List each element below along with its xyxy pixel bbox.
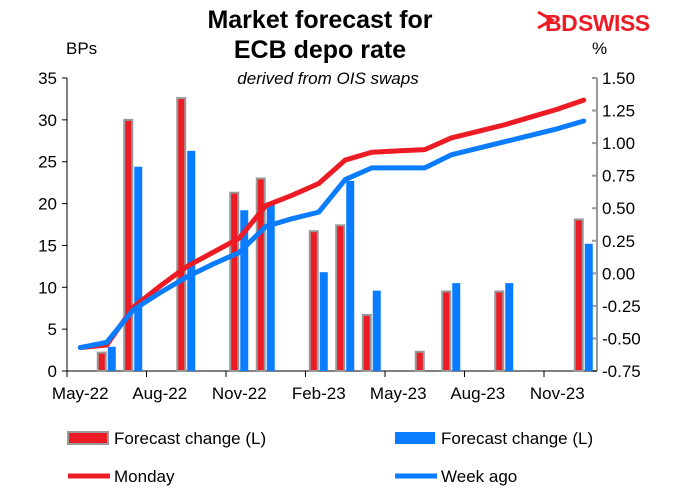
right-tick-label: 1.50 — [602, 69, 635, 88]
line-monday — [77, 97, 587, 351]
bar-blue — [584, 243, 593, 371]
right-tick-label: 0.50 — [602, 199, 635, 218]
left-tick-label: 10 — [38, 278, 57, 297]
bar-red — [573, 218, 584, 372]
bar-blue — [240, 210, 249, 371]
bar-red — [441, 290, 452, 373]
line-week-ago — [77, 118, 587, 351]
left-tick-label: 25 — [38, 153, 57, 172]
bar-blue — [107, 346, 116, 371]
bar-blue — [452, 283, 461, 371]
x-tick-label: May-23 — [370, 384, 427, 403]
legend-label: Forecast change (L) — [441, 429, 593, 448]
legend-label: Week ago — [441, 467, 517, 486]
bar-red — [123, 118, 134, 372]
left-tick-label: 5 — [48, 320, 57, 339]
left-tick-label: 15 — [38, 236, 57, 255]
right-tick-label: 1.00 — [602, 134, 635, 153]
svg-text:BD: BD — [545, 10, 577, 36]
left-tick-label: 35 — [38, 69, 57, 88]
left-axis-label: BPs — [66, 39, 97, 58]
bar-red — [414, 350, 425, 373]
bar-blue — [372, 290, 381, 371]
right-tick-label: -0.75 — [602, 362, 641, 381]
chart-subtitle: derived from OIS swaps — [237, 69, 419, 88]
svg-text:SWISS: SWISS — [578, 10, 650, 36]
x-tick-label: Aug-22 — [132, 384, 187, 403]
x-tick-label: May-22 — [52, 384, 109, 403]
legend-label: Forecast change (L) — [114, 429, 266, 448]
bar-blue — [505, 283, 514, 371]
x-tick-label: Aug-23 — [450, 384, 505, 403]
bar-blue — [134, 166, 143, 371]
bar-red — [176, 97, 187, 372]
right-tick-label: -0.25 — [602, 297, 641, 316]
logo-chevron-icon — [537, 10, 556, 30]
bar-red — [308, 230, 319, 372]
chart-title-line2: ECB depo rate — [234, 36, 406, 64]
left-tick-label: 0 — [48, 362, 57, 381]
legend: Forecast change (L) Forecast change (L) Mo… — [67, 429, 593, 486]
right-axis-label: % — [592, 39, 607, 58]
bar-red — [494, 290, 505, 373]
bar-red — [96, 351, 107, 372]
legend-swatch — [395, 432, 435, 444]
right-tick-label: 1.25 — [602, 102, 635, 121]
left-tick-label: 30 — [38, 111, 57, 130]
x-tick-label: Nov-23 — [530, 384, 585, 403]
bar-blue — [187, 150, 196, 371]
bar-red — [255, 177, 266, 372]
left-tick-label: 20 — [38, 195, 57, 214]
bdswiss-logo: BD SWISS — [537, 10, 650, 36]
legend-swatch — [67, 431, 109, 445]
right-tick-label: 0.75 — [602, 167, 635, 186]
right-tick-label: -0.50 — [602, 329, 641, 348]
bar-red — [229, 191, 240, 372]
x-tick-label: Nov-22 — [212, 384, 267, 403]
chart-title-line1: Market forecast for — [207, 6, 432, 34]
legend-label: Monday — [114, 467, 175, 486]
bar-blue — [346, 180, 355, 371]
bar-blue — [319, 272, 328, 371]
x-tick-label: Feb-23 — [292, 384, 346, 403]
bar-red — [361, 313, 372, 373]
right-tick-label: 0.00 — [602, 264, 635, 283]
bar-red — [335, 224, 346, 372]
right-tick-label: 0.25 — [602, 232, 635, 251]
bar-blue — [266, 204, 275, 371]
